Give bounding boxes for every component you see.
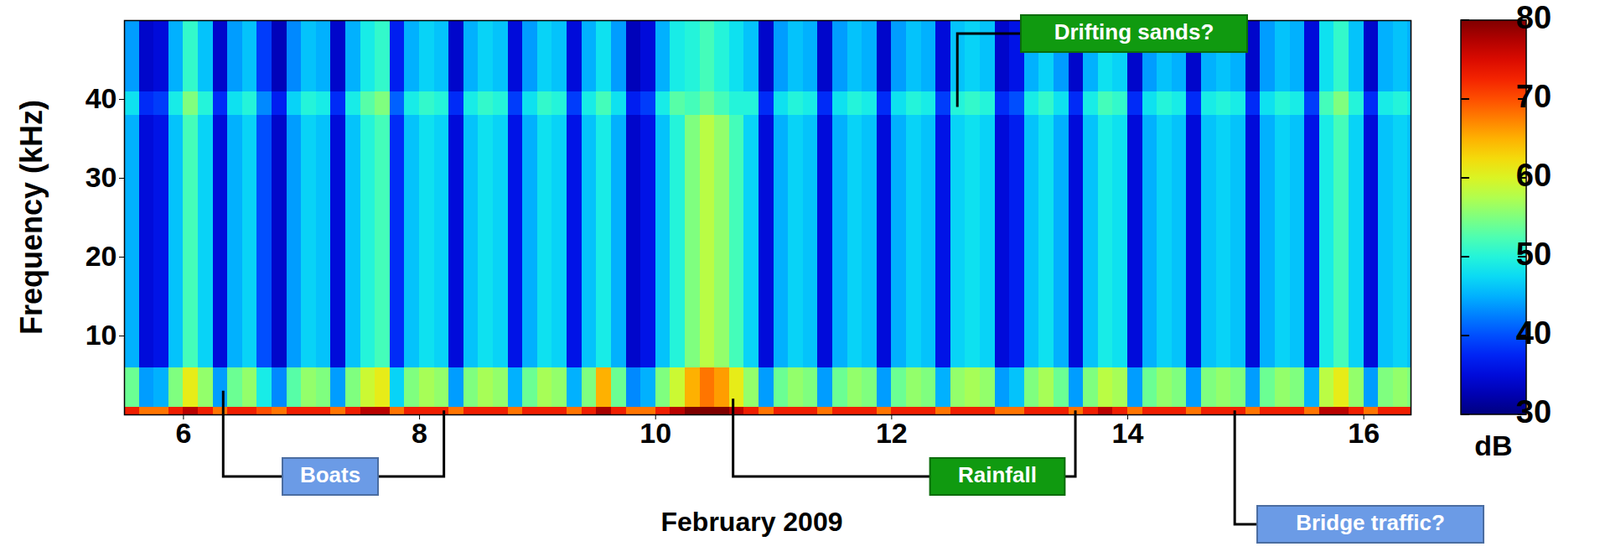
svg-text:70: 70 [1516, 78, 1552, 114]
svg-text:14: 14 [1112, 416, 1145, 449]
svg-text:80: 80 [1516, 0, 1552, 36]
svg-text:50: 50 [1516, 236, 1552, 272]
svg-text:16: 16 [1347, 416, 1380, 449]
svg-text:Rainfall: Rainfall [957, 461, 1037, 487]
svg-text:8: 8 [411, 416, 428, 449]
svg-text:40: 40 [85, 82, 118, 114]
svg-text:Boats: Boats [300, 461, 361, 487]
svg-text:30: 30 [1516, 393, 1552, 430]
svg-text:30: 30 [85, 160, 118, 193]
svg-text:10: 10 [85, 318, 118, 351]
svg-text:20: 20 [85, 239, 118, 272]
svg-text:10: 10 [639, 416, 672, 449]
svg-text:40: 40 [1516, 315, 1552, 351]
svg-text:6: 6 [175, 416, 192, 449]
svg-text:60: 60 [1516, 157, 1552, 193]
svg-text:dB: dB [1474, 429, 1512, 461]
svg-text:Drifting sands?: Drifting sands? [1054, 19, 1215, 45]
svg-text:Frequency (kHz): Frequency (kHz) [14, 99, 49, 335]
svg-text:12: 12 [875, 416, 908, 449]
svg-text:Bridge traffic?: Bridge traffic? [1295, 509, 1445, 535]
svg-text:February 2009: February 2009 [660, 506, 843, 537]
